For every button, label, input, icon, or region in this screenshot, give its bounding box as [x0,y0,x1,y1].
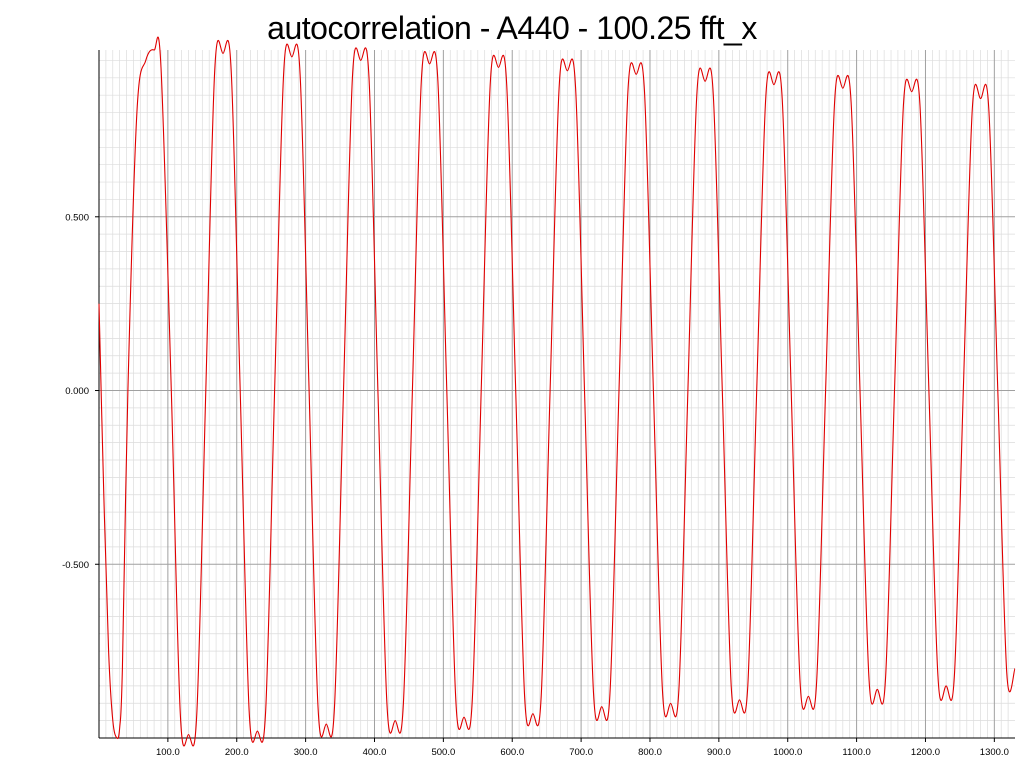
y-tick-label: -0.500 [62,560,89,571]
chart-title: autocorrelation - A440 - 100.25 fft_x [267,10,757,46]
series-layer [98,36,1016,747]
x-tick-label: 100.0 [156,747,180,758]
y-tick-label: 0.000 [65,386,89,397]
x-tick-label: 600.0 [500,747,524,758]
minor-grid [99,50,1015,738]
series-line [98,36,1016,747]
x-tick-label: 1000.0 [773,747,802,758]
x-tick-label: 1200.0 [911,747,940,758]
major-grid [99,50,1015,738]
x-tick-label: 1300.0 [980,747,1009,758]
tick-labels: 100.0 200.0 300.0 400.0 500.0 600.0 700.0 800.0… [62,212,1009,758]
x-tick-label: 300.0 [294,747,318,758]
x-tick-label: 400.0 [363,747,387,758]
x-tick-label: 500.0 [431,747,455,758]
y-tick-label: 0.500 [65,212,89,223]
x-tick-label: 1100.0 [842,747,870,758]
x-tick-label: 800.0 [638,747,662,758]
x-tick-label: 900.0 [707,747,731,758]
x-tick-label: 700.0 [569,747,593,758]
x-tick-label: 200.0 [225,747,249,758]
